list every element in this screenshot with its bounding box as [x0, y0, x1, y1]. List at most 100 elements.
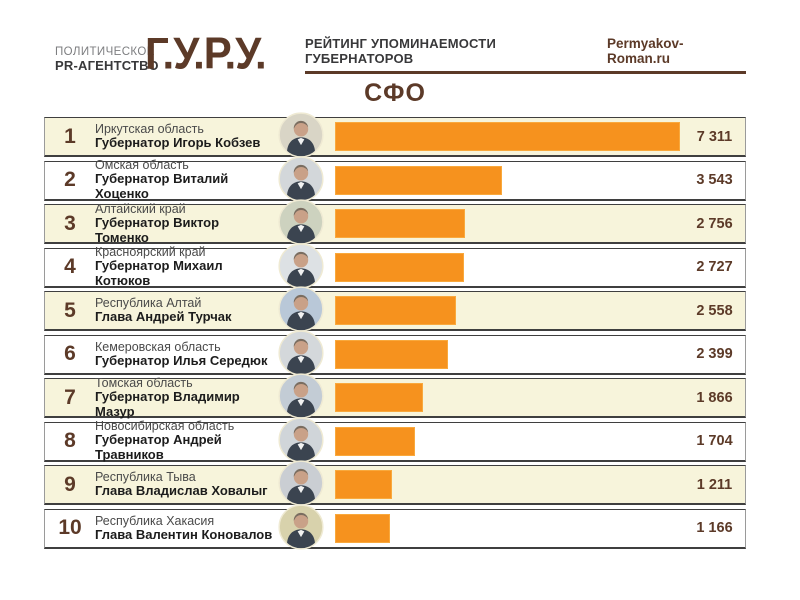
rank-number: 10: [58, 516, 82, 539]
governor-info: Омская область Губернатор Виталий Хоценк…: [95, 158, 275, 201]
governor-photo: [275, 155, 327, 202]
ranking-row: 9 Республика Тыва Глава Владислав Ховалы…: [44, 460, 746, 506]
mentions-count: 3 543: [696, 172, 733, 188]
bar: [335, 122, 680, 151]
mentions-count: 7 311: [696, 128, 733, 145]
governor-photo: [275, 329, 327, 376]
governor-info: Иркутская область Губернатор Игорь Кобзе…: [95, 122, 275, 151]
rank-number: 2: [64, 168, 76, 191]
governor-photo: [275, 460, 327, 506]
rank-number: 4: [64, 255, 76, 278]
agency-line1: ПОЛИТИЧЕСКОЕ: [55, 46, 155, 58]
ranking-row: 8 Новосибирская область Губернатор Андре…: [44, 416, 746, 463]
agency-label: ПОЛИТИЧЕСКОЕ PR-АГЕНТСТВО: [55, 46, 159, 74]
rank-number: 1: [64, 124, 76, 148]
governor-photo: [275, 242, 327, 289]
ranking-row: 2 Омская область Губернатор Виталий Хоце…: [44, 155, 746, 202]
ranking-row: 3 Алтайский край Губернатор Виктор Томен…: [44, 199, 746, 245]
governor-info: Республика Хакасия Глава Валентин Конова…: [95, 514, 275, 543]
region-label: Красноярский край: [95, 245, 206, 260]
rank-number: 3: [64, 211, 76, 235]
region-label: Омская область: [95, 158, 189, 173]
person-icon: [278, 242, 324, 289]
mentions-count: 1 166: [696, 520, 733, 536]
governor-name: Губернатор Виктор Томенко: [95, 214, 220, 245]
bar: [335, 383, 424, 412]
governor-photo: [275, 503, 327, 550]
governor-name: Губернатор Андрей Травников: [95, 432, 222, 462]
mentions-count: 2 399: [696, 346, 733, 362]
bar-track: [335, 252, 680, 282]
mentions-count: 1 704: [696, 433, 733, 449]
ranking-row: 7 Томская область Губернатор Владимир Ма…: [44, 373, 746, 419]
site-url: Permyakov-Roman.ru: [607, 36, 684, 66]
governor-photo: [275, 286, 327, 332]
region-label: Республика Алтай: [95, 296, 202, 311]
bar: [335, 296, 456, 325]
mentions-count: 2 727: [696, 259, 733, 275]
bar-track: [335, 513, 680, 543]
rank-number: 9: [64, 472, 76, 496]
ranking-row: 6 Кемеровская область Губернатор Илья Се…: [44, 329, 746, 376]
agency-line2: PR-АГЕНТСТВО: [55, 58, 159, 74]
mentions-count: 1 211: [696, 476, 733, 493]
bar-track: [335, 383, 680, 412]
bar-track: [335, 296, 680, 325]
region-label: Иркутская область: [95, 122, 204, 137]
bar-track: [335, 165, 680, 195]
bar: [335, 165, 503, 195]
report-title: РЕЙТИНГ УПОМИНАЕМОСТИ ГУБЕРНАТОРОВ: [305, 36, 496, 66]
person-icon: [278, 329, 324, 376]
bar: [335, 513, 391, 543]
bar-track: [335, 470, 680, 499]
person-icon: [278, 199, 324, 245]
governor-photo: [275, 199, 327, 245]
ranking-row: 5 Республика Алтай Глава Андрей Турчак 2…: [44, 286, 746, 332]
ranking-row: 4 Красноярский край Губернатор Михаил Ко…: [44, 242, 746, 289]
bar: [335, 209, 466, 238]
mentions-count: 1 866: [696, 389, 733, 406]
rank-number: 5: [64, 298, 76, 322]
bar-track: [335, 426, 680, 456]
person-icon: [278, 286, 324, 332]
rank-number: 7: [64, 385, 76, 409]
ranking-row: 10 Республика Хакасия Глава Валентин Кон…: [44, 503, 746, 550]
region-label: Республика Тыва: [95, 470, 196, 485]
bar-track: [335, 209, 680, 238]
bar: [335, 339, 449, 369]
person-icon: [278, 460, 324, 506]
governor-name: Губернатор Виталий Хоценко: [95, 171, 229, 201]
governor-name: Глава Андрей Турчак: [95, 309, 232, 325]
rank-number: 8: [64, 429, 76, 452]
region-label: Кемеровская область: [95, 339, 221, 354]
governor-photo: [275, 373, 327, 419]
governor-info: Красноярский край Губернатор Михаил Котю…: [95, 245, 275, 288]
bar: [335, 426, 416, 456]
governor-photo: [275, 416, 327, 463]
governor-info: Кемеровская область Губернатор Илья Сере…: [95, 340, 275, 369]
guru-logo: Г.У.Р.У.: [145, 28, 267, 79]
bar-track: [335, 122, 680, 151]
person-icon: [278, 373, 324, 419]
person-icon: [278, 155, 324, 202]
header-title-block: РЕЙТИНГ УПОМИНАЕМОСТИ ГУБЕРНАТОРОВ Permy…: [305, 36, 746, 74]
governor-name: Губернатор Игорь Кобзев: [95, 135, 261, 151]
person-icon: [278, 112, 324, 158]
bar-track: [335, 339, 680, 369]
governor-name: Губернатор Владимир Мазур: [95, 388, 240, 419]
region-label: Новосибирская область: [95, 419, 235, 434]
governor-info: Томская область Губернатор Владимир Мазу…: [95, 376, 275, 419]
bar: [335, 470, 393, 499]
bar: [335, 252, 464, 282]
ranking-list: 1 Иркутская область Губернатор Игорь Коб…: [44, 112, 746, 550]
region-label: Томская область: [95, 375, 193, 390]
mentions-count: 2 558: [696, 302, 733, 319]
person-icon: [278, 503, 324, 550]
governor-name: Губернатор Михаил Котюков: [95, 258, 223, 288]
governor-info: Новосибирская область Губернатор Андрей …: [95, 419, 275, 462]
region-label: Республика Хакасия: [95, 513, 215, 528]
ranking-row: 1 Иркутская область Губернатор Игорь Коб…: [44, 112, 746, 158]
governor-name: Губернатор Илья Середюк: [95, 352, 268, 368]
governor-photo: [275, 112, 327, 158]
